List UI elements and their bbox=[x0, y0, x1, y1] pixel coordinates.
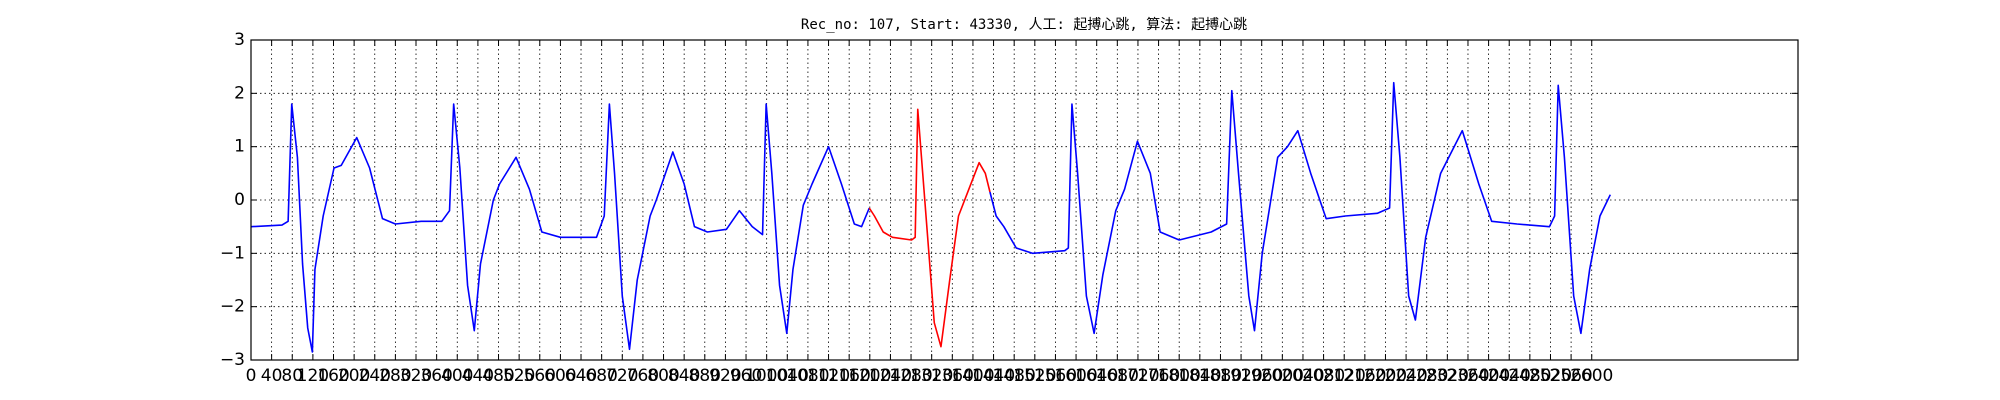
x-tick-label: 400 bbox=[441, 366, 473, 386]
x-tick-label: 1160 bbox=[828, 366, 871, 386]
x-tick-label: 2440 bbox=[1488, 366, 1531, 386]
x-tick-label: 1960 bbox=[1240, 366, 1283, 386]
x-tick-label: 560 bbox=[524, 366, 556, 386]
x-tick-label: 1920 bbox=[1219, 366, 1262, 386]
x-tick-label: 1760 bbox=[1137, 366, 1180, 386]
x-tick-label: 880 bbox=[689, 366, 721, 386]
x-tick-label: 1200 bbox=[848, 366, 891, 386]
x-tick-label: 1880 bbox=[1199, 366, 1242, 386]
x-tick-label: 2120 bbox=[1323, 366, 1366, 386]
x-tick-label: 2520 bbox=[1529, 366, 1572, 386]
x-tick-label: 920 bbox=[709, 366, 741, 386]
x-tick-label: 1280 bbox=[889, 366, 932, 386]
x-tick-label: 1640 bbox=[1075, 366, 1118, 386]
x-tick-label: 80 bbox=[281, 366, 303, 386]
y-tick-label: 2 bbox=[234, 83, 245, 103]
x-tick-label: 1000 bbox=[745, 366, 788, 386]
y-tick-label: −1 bbox=[220, 243, 245, 263]
x-tick-label: 120 bbox=[297, 366, 329, 386]
x-tick-label: 1560 bbox=[1034, 366, 1077, 386]
y-tick-label: 0 bbox=[234, 190, 245, 210]
x-tick-label: 1040 bbox=[766, 366, 809, 386]
x-tick-label: 1240 bbox=[869, 366, 912, 386]
x-tick-label: 800 bbox=[647, 366, 679, 386]
x-tick-label: 1120 bbox=[807, 366, 850, 386]
x-tick-label: 2560 bbox=[1549, 366, 1592, 386]
x-tick-label: 840 bbox=[668, 366, 700, 386]
x-tick-label: 600 bbox=[544, 366, 576, 386]
ecg-line bbox=[250, 103, 871, 353]
x-tick-label: 0 bbox=[246, 366, 257, 386]
x-tick-label: 1840 bbox=[1178, 366, 1221, 386]
x-tick-label: 2600 bbox=[1570, 366, 1613, 386]
x-tick-label: 480 bbox=[482, 366, 514, 386]
x-tick-label: 1800 bbox=[1158, 366, 1201, 386]
x-tick-label: 1400 bbox=[951, 366, 994, 386]
x-tick-label: 40 bbox=[261, 366, 283, 386]
x-tick-label: 160 bbox=[317, 366, 349, 386]
x-tick-label: 2240 bbox=[1384, 366, 1427, 386]
x-tick-label: 320 bbox=[400, 366, 432, 386]
x-tick-label: 1720 bbox=[1116, 366, 1159, 386]
x-tick-label: 200 bbox=[338, 366, 370, 386]
x-tick-label: 2280 bbox=[1405, 366, 1448, 386]
x-tick-label: 2040 bbox=[1281, 366, 1324, 386]
x-tick-label: 2000 bbox=[1261, 366, 1304, 386]
x-tick-label: 760 bbox=[627, 366, 659, 386]
plot-frame bbox=[250, 39, 1799, 361]
chart-title: Rec_no: 107, Start: 43330, 人工: 起搏心跳, 算法:… bbox=[801, 16, 1247, 33]
x-tick-label: 440 bbox=[462, 366, 494, 386]
x-tick-label: 1520 bbox=[1013, 366, 1056, 386]
y-tick-label: 1 bbox=[234, 137, 245, 157]
x-tick-label: 2320 bbox=[1426, 366, 1469, 386]
x-tick-label: 640 bbox=[565, 366, 597, 386]
y-tick-label: −3 bbox=[220, 350, 245, 370]
x-tick-label: 2160 bbox=[1343, 366, 1386, 386]
x-tick-label: 1680 bbox=[1096, 366, 1139, 386]
x-tick-label: 2400 bbox=[1467, 366, 1510, 386]
x-tick-label: 360 bbox=[420, 366, 452, 386]
x-tick-label: 680 bbox=[585, 366, 617, 386]
x-tick-label: 1480 bbox=[993, 366, 1036, 386]
x-tick-label: 1600 bbox=[1054, 366, 1097, 386]
x-tick-label: 240 bbox=[359, 366, 391, 386]
x-tick-label: 2360 bbox=[1446, 366, 1489, 386]
x-tick-label: 280 bbox=[379, 366, 411, 386]
x-tick-label: 960 bbox=[730, 366, 762, 386]
ecg-line bbox=[989, 81, 1612, 335]
x-tick-label: 720 bbox=[606, 366, 638, 386]
x-tick-label: 1440 bbox=[972, 366, 1015, 386]
x-tick-label: 2080 bbox=[1302, 366, 1345, 386]
x-tick-label: 520 bbox=[503, 366, 535, 386]
x-tick-label: 1080 bbox=[786, 366, 829, 386]
x-tick-label: 1360 bbox=[931, 366, 974, 386]
y-tick-label: −2 bbox=[220, 297, 245, 317]
x-tick-label: 2200 bbox=[1364, 366, 1407, 386]
y-tick-label: 3 bbox=[234, 30, 245, 50]
x-tick-label: 1320 bbox=[910, 366, 953, 386]
x-tick-label: 2480 bbox=[1508, 366, 1551, 386]
ecg-line bbox=[868, 108, 991, 348]
